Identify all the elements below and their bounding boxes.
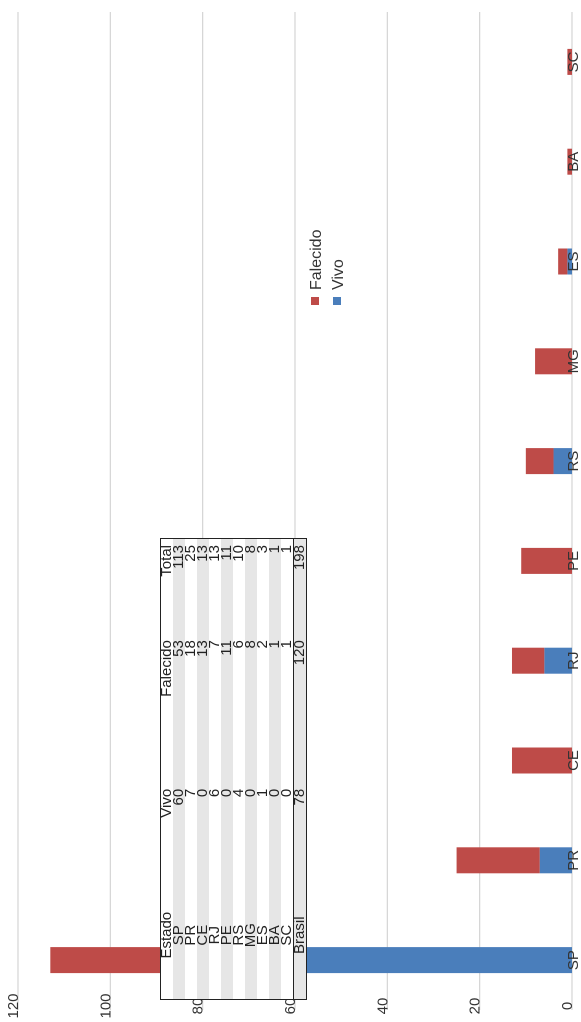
category-label: ES xyxy=(565,251,581,271)
chart-legend: Falecido Vivo xyxy=(308,229,347,305)
category-label: PR xyxy=(565,850,581,871)
table-cell: 120 xyxy=(291,634,308,783)
category-label: RS xyxy=(565,451,581,472)
bar-falecido-pe xyxy=(521,547,572,574)
table-cell: 198 xyxy=(291,538,308,635)
table-row: Brasil 78 120 198 xyxy=(291,538,308,1000)
bar-falecido-rs xyxy=(525,448,554,475)
legend-label-falecido: Falecido xyxy=(308,229,325,290)
data-table: Estado Vivo Falecido Total SP 60 53 113 PR 7 18 25… xyxy=(158,538,308,1000)
bar-falecido-ce xyxy=(511,747,572,774)
chart-bars xyxy=(50,48,572,974)
category-label: SP xyxy=(565,950,581,970)
tick-label: 0 xyxy=(559,1002,576,1010)
table-cell: 78 xyxy=(291,782,308,872)
bar-vivo-es xyxy=(567,248,572,275)
category-label: BA xyxy=(565,152,581,172)
tick-label: 120 xyxy=(5,993,22,1018)
category-label: SC xyxy=(565,51,581,72)
table-cell: Brasil xyxy=(291,871,308,1000)
tick-label: 40 xyxy=(374,998,391,1015)
tick-label: 60 xyxy=(282,998,299,1015)
bar-falecido-ba xyxy=(567,148,572,175)
table-cell: 8 xyxy=(242,634,259,783)
data-table-container: Estado Vivo Falecido Total SP 60 53 113 PR 7 18 25… xyxy=(158,538,308,1000)
bar-falecido-es xyxy=(558,248,568,275)
bar-vivo-rj xyxy=(544,647,572,674)
bar-falecido-mg xyxy=(535,348,572,375)
table-cell: 11 xyxy=(218,634,235,783)
bar-falecido-sc xyxy=(567,48,572,75)
tick-label: 80 xyxy=(190,998,207,1015)
table-cell: 1 xyxy=(266,634,283,783)
legend-swatch-falecido xyxy=(311,297,319,305)
bar-vivo-sp xyxy=(295,947,572,974)
tick-label: 20 xyxy=(467,998,484,1015)
chart-gridlines xyxy=(17,12,481,1010)
tick-label: 100 xyxy=(97,993,114,1018)
category-label: RJ xyxy=(565,652,581,670)
chart-tick-labels: 0 20 40 60 80 100 120 SP PR CE RJ PE RS MG ES BA SC xyxy=(5,51,581,1018)
table-cell: 2 xyxy=(254,634,271,783)
bar-vivo-rs xyxy=(553,448,572,475)
bar-falecido-rj xyxy=(511,647,545,674)
table-cell: 13 xyxy=(194,634,211,783)
table-cell: 6 xyxy=(230,634,247,783)
category-label: PE xyxy=(565,551,581,571)
bar-falecido-pr xyxy=(456,847,540,874)
category-label: MG xyxy=(565,349,581,373)
legend-swatch-vivo xyxy=(333,297,341,305)
category-label: CE xyxy=(565,750,581,771)
bar-vivo-pr xyxy=(539,847,572,874)
legend-label-vivo: Vivo xyxy=(330,259,347,290)
